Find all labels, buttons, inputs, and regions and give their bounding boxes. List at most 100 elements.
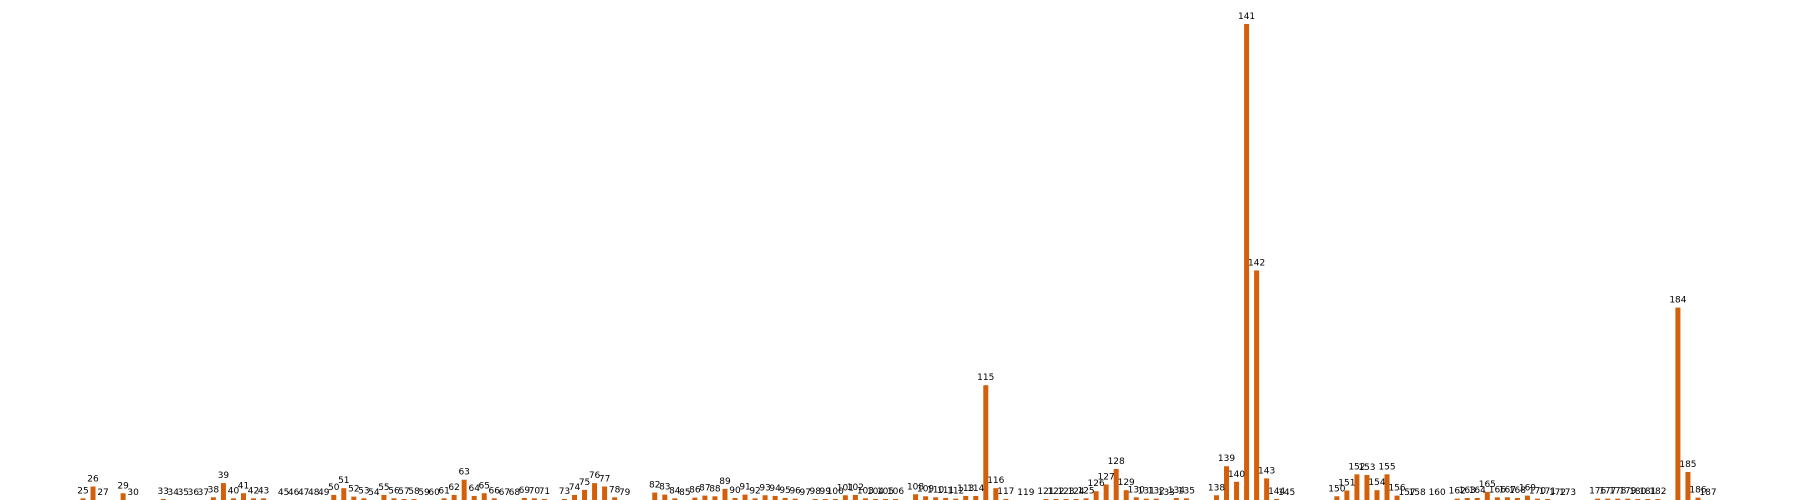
bar-140 bbox=[1234, 481, 1240, 500]
bar-label-130: 130 bbox=[1128, 485, 1145, 495]
bar-label-180: 180 bbox=[1629, 487, 1646, 497]
bar-label-66: 66 bbox=[489, 486, 501, 496]
bar-label-172: 172 bbox=[1549, 488, 1566, 498]
bar-label-144: 144 bbox=[1268, 487, 1285, 497]
bar-label-102: 102 bbox=[847, 483, 864, 493]
bar-label-138: 138 bbox=[1208, 483, 1225, 493]
bar-90 bbox=[732, 497, 738, 500]
bars-group bbox=[80, 24, 1701, 500]
bar-label-76: 76 bbox=[589, 471, 601, 481]
bar-label-139: 139 bbox=[1218, 454, 1235, 464]
bar-117 bbox=[1003, 498, 1009, 500]
bar-label-110: 110 bbox=[927, 485, 944, 495]
bar-label-134: 134 bbox=[1168, 486, 1185, 496]
bar-label-92: 92 bbox=[749, 486, 760, 496]
bar-182 bbox=[1655, 498, 1661, 500]
bar-151 bbox=[1344, 490, 1350, 500]
bar-166 bbox=[1494, 497, 1500, 500]
bar-label-158: 158 bbox=[1409, 488, 1426, 498]
bar-label-157: 157 bbox=[1398, 488, 1415, 498]
bar-42 bbox=[251, 498, 257, 500]
bar-label-39: 39 bbox=[218, 471, 230, 481]
bar-171 bbox=[1545, 498, 1551, 500]
bar-label-170: 170 bbox=[1529, 487, 1546, 497]
bar-143 bbox=[1264, 478, 1270, 500]
bar-label-69: 69 bbox=[519, 486, 531, 496]
bar-label-184: 184 bbox=[1669, 296, 1686, 306]
bar-96 bbox=[792, 498, 798, 500]
bar-56 bbox=[391, 498, 397, 500]
bar-label-128: 128 bbox=[1108, 457, 1125, 467]
bar-95 bbox=[782, 497, 788, 500]
bar-69 bbox=[521, 497, 527, 500]
bar-64 bbox=[471, 495, 477, 500]
bar-77 bbox=[602, 486, 608, 500]
bar-178 bbox=[1615, 498, 1621, 500]
bar-label-95: 95 bbox=[779, 486, 790, 496]
bar-label-91: 91 bbox=[739, 483, 750, 493]
bar-66 bbox=[491, 498, 497, 500]
bar-26 bbox=[90, 486, 96, 500]
bar-label-181: 181 bbox=[1639, 487, 1656, 497]
bar-label-145: 145 bbox=[1278, 488, 1295, 498]
bar-label-40: 40 bbox=[228, 486, 240, 496]
bar-165 bbox=[1484, 491, 1490, 500]
bar-label-68: 68 bbox=[509, 488, 521, 498]
bar-label-77: 77 bbox=[599, 475, 610, 485]
bar-label-99: 99 bbox=[820, 487, 832, 497]
bar-104 bbox=[872, 498, 878, 500]
bar-181 bbox=[1645, 498, 1651, 500]
bar-label-167: 167 bbox=[1499, 485, 1516, 495]
bar-label-123: 123 bbox=[1057, 487, 1074, 497]
bar-130 bbox=[1133, 497, 1139, 500]
bar-label-105: 105 bbox=[877, 487, 894, 497]
bar-label-156: 156 bbox=[1388, 484, 1405, 494]
bar-116 bbox=[993, 488, 999, 500]
bar-108 bbox=[913, 494, 919, 500]
bar-label-74: 74 bbox=[569, 483, 581, 493]
bar-156 bbox=[1394, 495, 1400, 500]
bar-127 bbox=[1103, 484, 1109, 500]
bar-label-177: 177 bbox=[1599, 487, 1616, 497]
bar-88 bbox=[712, 496, 718, 500]
bar-91 bbox=[742, 494, 748, 500]
bar-169 bbox=[1524, 495, 1530, 500]
bar-109 bbox=[923, 496, 929, 500]
bar-126 bbox=[1093, 491, 1099, 500]
bar-label-36: 36 bbox=[188, 488, 200, 498]
bar-142 bbox=[1254, 270, 1260, 500]
bar-84 bbox=[672, 498, 678, 500]
bar-label-165: 165 bbox=[1479, 480, 1496, 490]
bar-label-55: 55 bbox=[378, 483, 389, 493]
bar-label-61: 61 bbox=[438, 486, 449, 496]
bar-label-48: 48 bbox=[308, 488, 320, 498]
bar-label-86: 86 bbox=[689, 486, 701, 496]
bar-label-29: 29 bbox=[117, 481, 129, 491]
bar-55 bbox=[381, 494, 387, 500]
bar-128 bbox=[1113, 468, 1119, 500]
bar-label-41: 41 bbox=[238, 481, 249, 491]
bar-label-153: 153 bbox=[1358, 463, 1375, 473]
bar-label-126: 126 bbox=[1088, 479, 1105, 489]
bar-185 bbox=[1685, 471, 1691, 500]
bar-123 bbox=[1063, 498, 1069, 500]
bar-label-150: 150 bbox=[1328, 484, 1345, 494]
bar-170 bbox=[1534, 498, 1540, 500]
bar-label-179: 179 bbox=[1619, 487, 1636, 497]
bar-100 bbox=[832, 498, 838, 500]
bar-label-141: 141 bbox=[1238, 12, 1255, 22]
bar-155 bbox=[1384, 474, 1390, 500]
bar-74 bbox=[572, 494, 578, 500]
bar-111 bbox=[943, 497, 949, 500]
bar-label-47: 47 bbox=[298, 488, 309, 498]
bar-label-58: 58 bbox=[408, 487, 420, 497]
bar-label-114: 114 bbox=[967, 484, 984, 494]
bar-label-65: 65 bbox=[479, 481, 490, 491]
bar-115 bbox=[983, 385, 989, 500]
bar-label-54: 54 bbox=[368, 488, 380, 498]
bar-label-34: 34 bbox=[168, 488, 180, 498]
bar-51 bbox=[341, 488, 347, 500]
bar-163 bbox=[1464, 497, 1470, 500]
bar-71 bbox=[541, 498, 547, 500]
bar-label-187: 187 bbox=[1699, 488, 1716, 498]
